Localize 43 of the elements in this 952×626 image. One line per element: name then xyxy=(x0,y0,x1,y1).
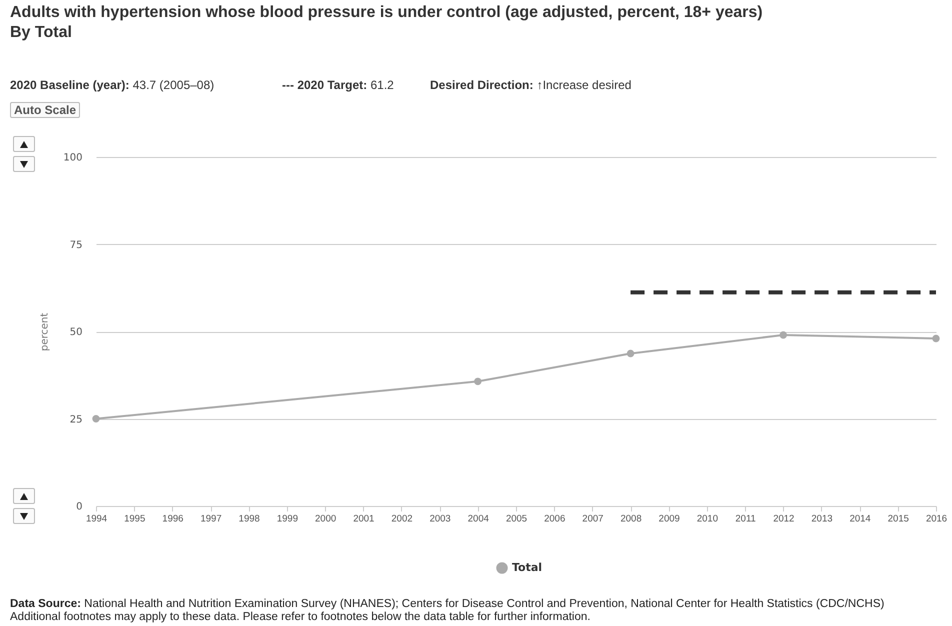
x-tick-label: 2014 xyxy=(850,514,871,524)
chart-subtitle: By Total xyxy=(10,24,72,42)
x-tick-label: 2013 xyxy=(811,514,833,524)
source-note: Data Source: National Health and Nutrition Examination Survey (NHANES); Centers for Disease Control and Prevention, National Center for Health Statistics (CDC/NCHS) xyxy=(10,598,884,610)
x-tick-label: 2005 xyxy=(506,514,528,524)
point xyxy=(932,334,940,342)
x-tick-label: 2002 xyxy=(391,514,413,524)
text: --- 2020 Target: 61.2 xyxy=(282,78,394,92)
x-tick-label: 2009 xyxy=(658,514,680,524)
point xyxy=(780,331,787,339)
x-tick-label: 1995 xyxy=(124,514,146,524)
x-tick-label: 1998 xyxy=(238,514,260,524)
x-tick-label: 2003 xyxy=(430,514,451,524)
y-tick-label: 50 xyxy=(70,327,82,338)
text: 2020 Baseline (year): 43.7 (2005–08) xyxy=(10,78,214,92)
legend-label: Total xyxy=(512,561,542,574)
chart-title: Adults with hypertension whose blood pressure is under control (age adjusted, percent, 18+ years) xyxy=(10,4,763,22)
x-tick-label: 2004 xyxy=(468,514,489,524)
x-tick-label: 2015 xyxy=(888,514,909,524)
x-tick-label: 2006 xyxy=(544,514,566,524)
auto-scale-button: Auto Scale xyxy=(10,102,80,118)
x-tick-label: 2011 xyxy=(735,514,756,524)
x-tick-label: 2008 xyxy=(620,514,642,524)
point xyxy=(92,415,100,422)
point xyxy=(474,378,482,386)
y-tick-label: 25 xyxy=(70,414,82,426)
x-tick-label: 1997 xyxy=(200,514,222,524)
x-tick-label: 1994 xyxy=(86,514,108,524)
y-axis-title: percent xyxy=(39,312,50,352)
x-tick-label: 2000 xyxy=(315,514,336,524)
x-tick-label: 2007 xyxy=(582,514,604,524)
x-tick-label: 2010 xyxy=(696,514,718,524)
x-tick-label: 2001 xyxy=(353,514,374,524)
x-tick-label: 2012 xyxy=(773,514,794,524)
y-tick-label: 0 xyxy=(76,502,82,512)
x-tick-label: 1999 xyxy=(276,514,298,524)
y-tick-label: 75 xyxy=(70,240,82,251)
text: Desired Direction: ↑Increase desired xyxy=(430,78,632,92)
x-tick-label: 2016 xyxy=(926,514,948,524)
y-tick-label: 100 xyxy=(63,152,82,164)
point xyxy=(626,350,634,358)
x-tick-label: 1996 xyxy=(162,514,184,524)
text: Additional footnotes may apply to these data. Please refer to footnotes below the data table for further information. xyxy=(10,611,590,623)
